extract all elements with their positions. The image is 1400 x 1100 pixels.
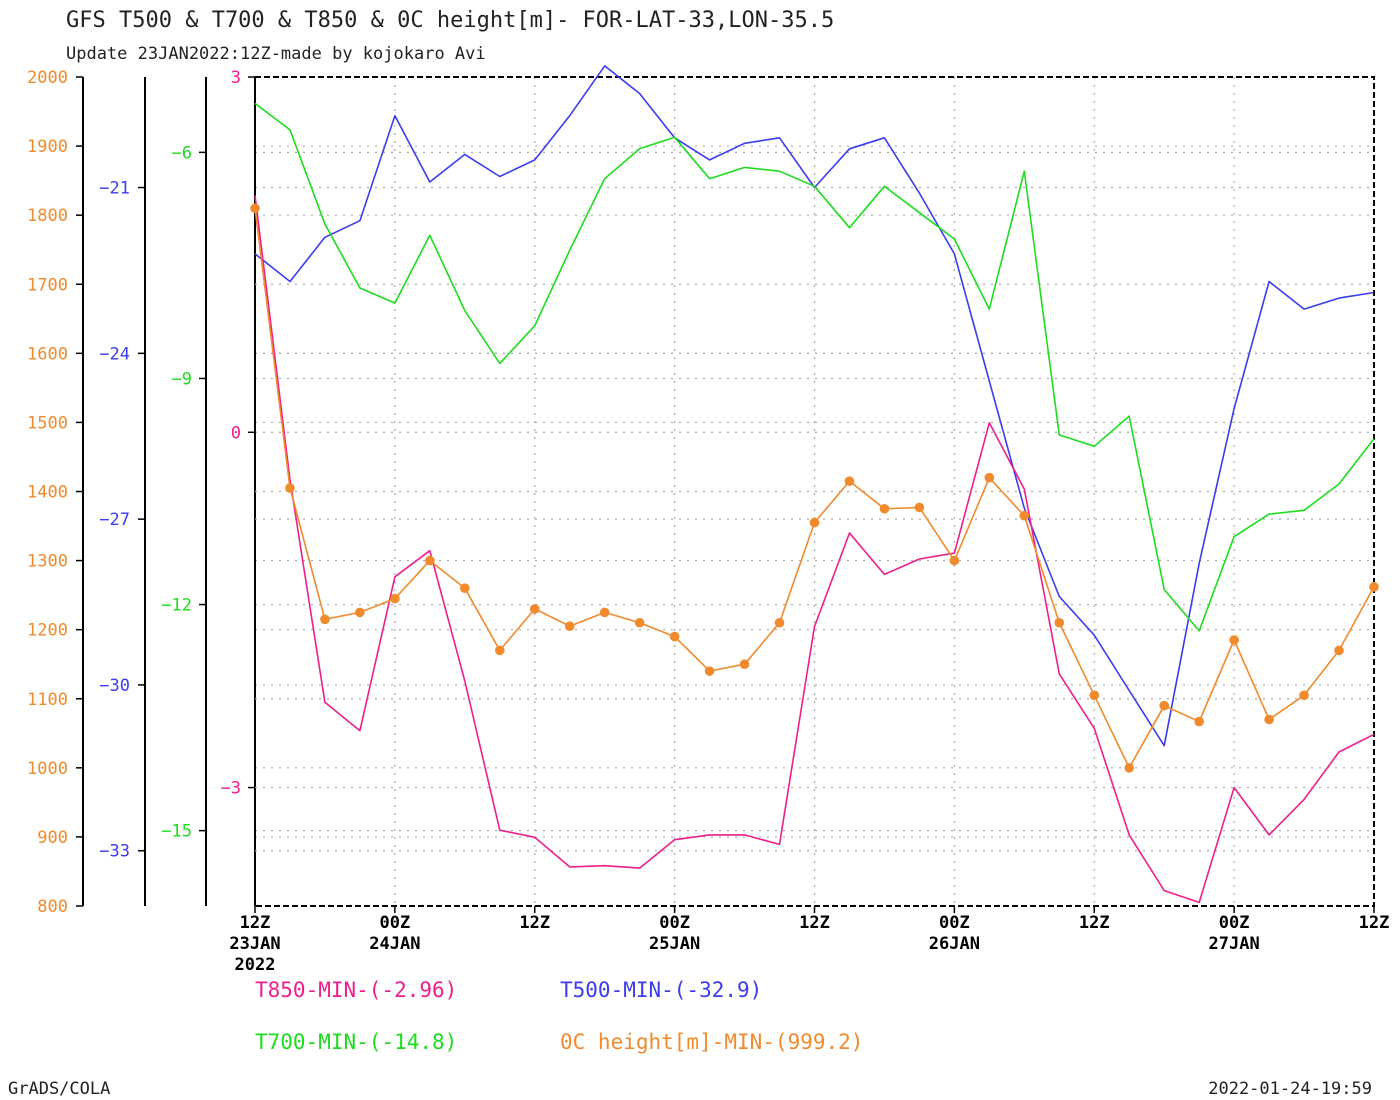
axis-tick-label-oc: 1700 (27, 275, 68, 295)
axis-tick-label-oc: 1100 (27, 690, 68, 710)
data-point-oc (1159, 700, 1169, 711)
footer-left: GrADS/COLA (8, 1079, 110, 1099)
legend-t700: T700-MIN-(-14.8) (255, 1030, 457, 1054)
gridlines (255, 77, 1374, 906)
data-point-oc (355, 607, 365, 618)
data-point-oc (774, 617, 785, 628)
axis-tick-label-t850: 3 (231, 68, 241, 88)
data-point-oc (250, 203, 260, 214)
x-tick-label: 12Z (240, 913, 271, 933)
axis-tick-label-t500: −33 (99, 842, 130, 862)
data-point-oc (494, 645, 505, 656)
x-tick-label: 00Z (380, 913, 411, 933)
data-point-oc (1124, 763, 1135, 773)
footer-right: 2022-01-24-19:59 (1208, 1079, 1372, 1099)
data-point-oc (1299, 690, 1309, 701)
data-point-oc (1089, 690, 1100, 701)
data-point-oc (390, 593, 400, 604)
data-point-oc (460, 583, 470, 594)
data-point-oc (1334, 645, 1344, 656)
axis-tick-label-oc: 1300 (27, 552, 68, 572)
axis-tick-label-oc: 1400 (27, 483, 68, 503)
axis-tick-label-t500: −27 (99, 510, 130, 530)
axis-tick-label-oc: 800 (37, 897, 68, 917)
data-point-oc (1019, 510, 1030, 521)
x-tick-label: 26JAN (929, 934, 980, 954)
chart-title: GFS T500 & T700 & T850 & 0C height[m]- F… (66, 8, 834, 33)
axis-tick-label-t500: −24 (99, 344, 130, 364)
data-point-oc (320, 614, 330, 625)
x-tick-label: 00Z (1219, 913, 1250, 933)
axis-tick-label-oc: 1000 (27, 759, 68, 779)
data-point-oc (844, 476, 855, 486)
axis-tick-label-t700: −6 (172, 143, 192, 163)
data-point-oc (914, 502, 925, 513)
data-point-oc (1264, 714, 1274, 725)
axis-tick-label-oc: 1900 (27, 137, 68, 157)
data-point-oc (634, 617, 645, 628)
axis-tick-label-t700: −15 (161, 822, 192, 842)
series-line-oc (254, 208, 1375, 769)
axis-tick-label-t500: −30 (99, 676, 130, 696)
axis-tick-label-oc: 1500 (27, 413, 68, 433)
data-point-oc (1054, 617, 1065, 628)
legend-oc: 0C height[m]-MIN-(999.2) (560, 1030, 863, 1054)
series (250, 65, 1379, 904)
data-point-oc (529, 604, 540, 614)
x-tick-label: 12Z (1079, 913, 1110, 933)
series-line-t700 (254, 102, 1375, 632)
data-point-oc (425, 555, 435, 566)
x-tick-label: 27JAN (1209, 934, 1260, 954)
axis-tick-label-t700: −12 (161, 596, 192, 616)
data-point-oc (949, 555, 960, 566)
data-point-oc (739, 659, 750, 670)
data-point-oc (285, 483, 295, 493)
data-point-oc (879, 503, 890, 514)
axis-tick-label-t700: −9 (172, 369, 192, 389)
x-tick-label: 2022 (235, 955, 276, 975)
x-tick-label: 00Z (939, 913, 970, 933)
data-point-oc (704, 666, 715, 676)
axis-tick-label-oc: 1200 (27, 621, 68, 641)
x-tick-label: 12Z (1359, 913, 1390, 933)
data-point-oc (1229, 635, 1239, 645)
data-point-oc (564, 621, 575, 632)
x-tick-label: 12Z (799, 913, 830, 933)
axis-tick-label-t850: −3 (221, 779, 241, 799)
axis-tick-label-t500: −21 (99, 179, 130, 199)
data-point-oc (669, 631, 680, 642)
axis-tick-label-oc: 1800 (27, 206, 68, 226)
chart-subtitle: Update 23JAN2022:12Z-made by kojokaro Av… (66, 44, 486, 64)
axis-tick-label-oc: 2000 (27, 68, 68, 88)
data-point-oc (809, 517, 820, 528)
x-tick-label: 25JAN (649, 934, 700, 954)
x-tick-label: 12Z (519, 913, 550, 933)
data-point-oc (1194, 716, 1204, 727)
legend-t850: T850-MIN-(-2.96) (255, 978, 457, 1002)
axis-tick-label-oc: 900 (37, 828, 68, 848)
axis-tick-label-oc: 1600 (27, 344, 68, 364)
axis-tick-label-t850: 0 (231, 423, 241, 443)
data-point-oc (599, 607, 610, 618)
axes: 800 900 1000 1100 1200 1300 1400 1500 1600 1700 18… (27, 68, 256, 917)
x-tick-label: 00Z (659, 913, 690, 933)
data-point-oc (984, 472, 995, 483)
x-tick-label: 23JAN (229, 934, 280, 954)
legend-t500: T500-MIN-(-32.9) (560, 978, 762, 1002)
x-tick-label: 24JAN (369, 934, 420, 954)
data-point-oc (1369, 582, 1379, 592)
series-line-t850 (254, 195, 1375, 904)
